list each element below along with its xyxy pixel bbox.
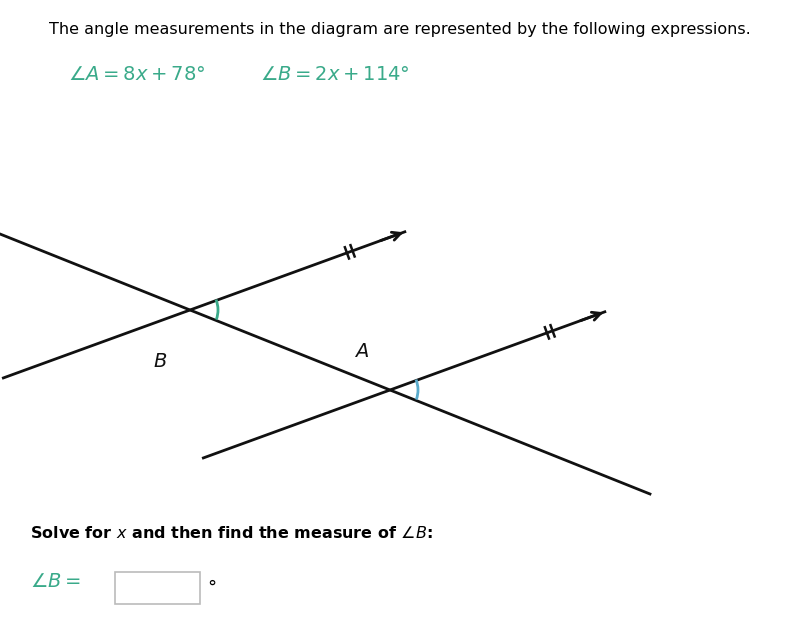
Text: $\angle A = 8x + 78°$: $\angle A = 8x + 78°$ (68, 65, 206, 84)
Text: $\angle B =$: $\angle B =$ (30, 572, 81, 591)
Text: A: A (355, 342, 369, 361)
Text: The angle measurements in the diagram are represented by the following expressio: The angle measurements in the diagram ar… (49, 22, 751, 37)
Text: B: B (154, 352, 166, 371)
Text: °: ° (207, 579, 216, 597)
Text: Solve for $x$ and then find the measure of $\angle B$:: Solve for $x$ and then find the measure … (30, 525, 433, 541)
FancyBboxPatch shape (115, 572, 200, 604)
Text: $\angle B = 2x + 114°$: $\angle B = 2x + 114°$ (260, 65, 410, 84)
